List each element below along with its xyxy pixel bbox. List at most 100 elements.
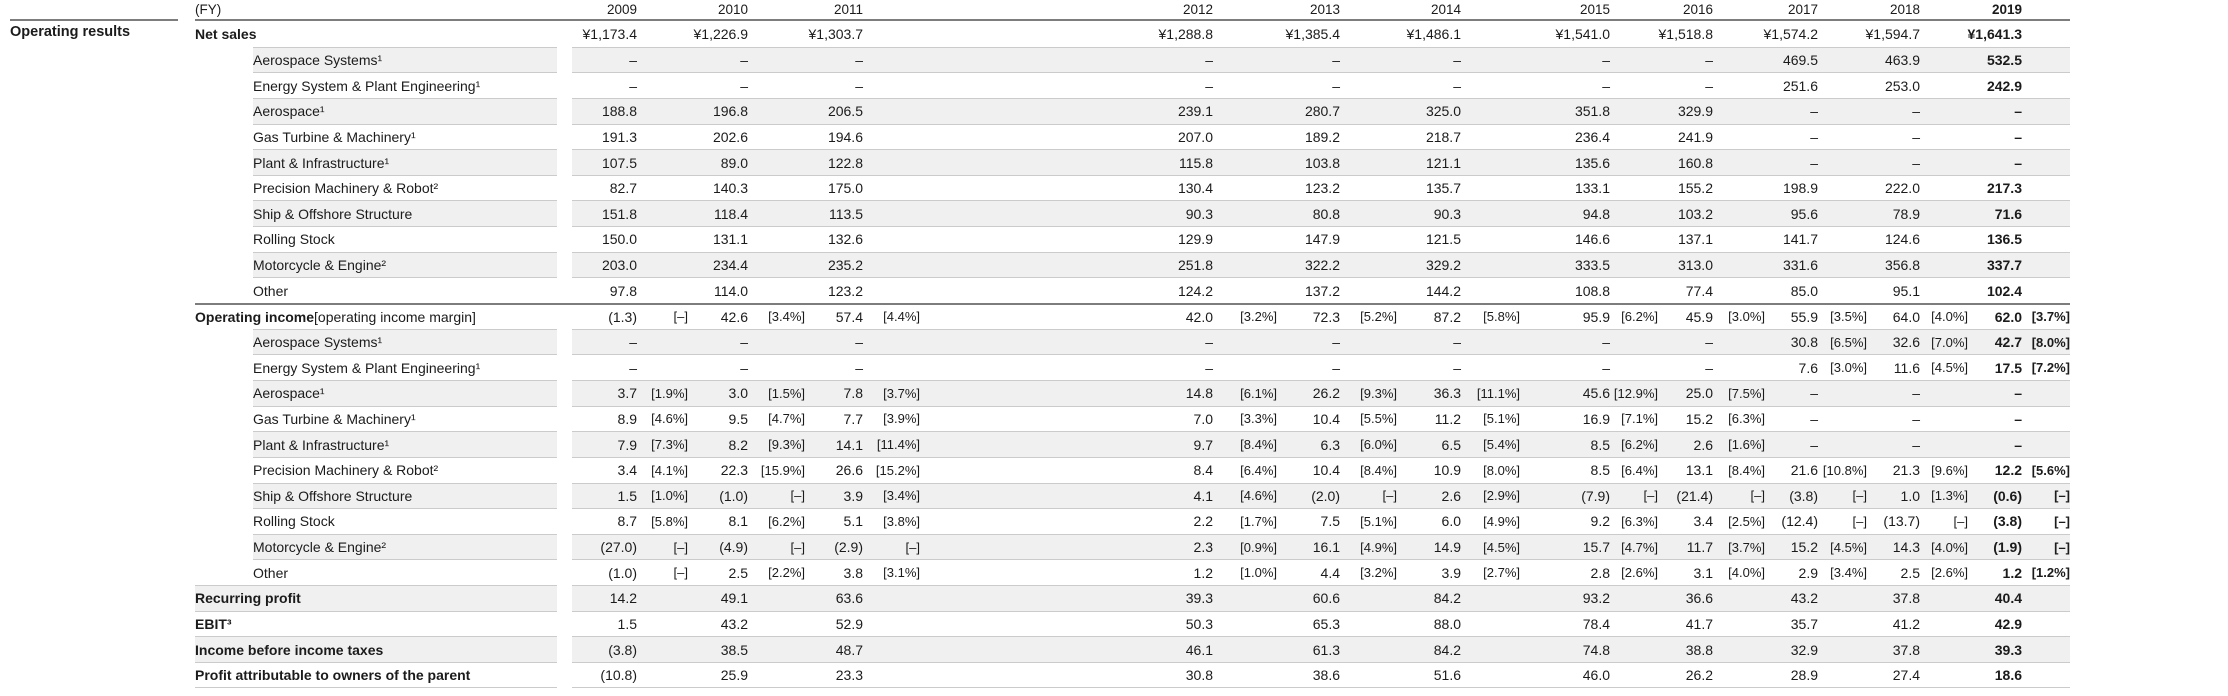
cell-bracket (1818, 97, 1867, 124)
cell-value: 11.6 (1867, 354, 1920, 380)
cell-value: – (1277, 72, 1340, 98)
row-label-text: EBIT³ (195, 616, 232, 633)
cell-value: ¥1,518.8 (1658, 25, 1714, 42)
cell-value: 9.7 (920, 431, 1213, 457)
cell-bracket (637, 97, 688, 124)
cell-value: – (688, 354, 748, 380)
cell-value: 124.6 (1867, 226, 1920, 252)
cell-value: ¥1,641.3 (1967, 25, 2023, 42)
cell-bracket (1818, 585, 1867, 611)
cell-bracket (1213, 328, 1277, 355)
cell-value: 251.8 (920, 251, 1213, 278)
cell-bracket (1713, 97, 1765, 124)
row-label: Income before income taxes (195, 636, 557, 663)
cell-value: – (572, 72, 637, 98)
cell-value: – (1277, 328, 1340, 355)
cell-bracket (1713, 21, 1765, 47)
cell-value: 135.7 (1397, 174, 1461, 201)
cell-bracket: [1.9%] (637, 379, 688, 406)
cell-value: 1.5 (572, 610, 637, 637)
cell-bracket (1610, 328, 1658, 355)
cell-value: ¥1,574.2 (1763, 25, 1819, 42)
cell-bracket: [9.3%] (1340, 379, 1397, 406)
cell-value: ¥1,486.1 (1406, 25, 1462, 42)
cell-bracket (1461, 662, 1520, 688)
cell-value: 93.2 (1520, 585, 1610, 611)
cell-bracket (1920, 379, 1968, 406)
cell-bracket: [6.2%] (748, 508, 805, 534)
cell-value: – (688, 46, 748, 73)
cell-value: ¥1,173.4 (582, 25, 638, 42)
cell-value: 191.3 (572, 123, 637, 150)
cell-bracket (2022, 72, 2070, 98)
cell-value: 72.3 (1312, 308, 1340, 325)
cell-value: 10.4 (1277, 405, 1340, 432)
cell-value: 26.6 (805, 456, 863, 483)
cell-bracket (1818, 200, 1867, 227)
cell-value: 43.2 (688, 610, 748, 637)
cell-bracket: [3.3%] (1213, 405, 1277, 432)
cell-bracket: [1.6%] (1713, 431, 1765, 457)
cell-value: ¥1,541.0 (1555, 25, 1611, 42)
cell-bracket (1818, 21, 1867, 47)
cell-value: 331.6 (1765, 251, 1818, 278)
cell-bracket: [6.3%] (1610, 508, 1658, 534)
table-row: Operating income [operating income margi… (195, 303, 2070, 329)
table-row: Motorcycle & Engine² (27.0) [–] (4.9) [–] (2.… (195, 533, 2070, 560)
cell-bracket: [7.1%] (1610, 405, 1658, 432)
cell-bracket (2022, 662, 2070, 688)
year-header: 2016 (1682, 2, 1713, 17)
cell-value: – (1968, 405, 2022, 432)
row-label-text: Aerospace¹ (253, 103, 325, 120)
cell-bracket (637, 636, 688, 663)
row-label-text: Aerospace Systems¹ (253, 51, 383, 68)
cell-value: – (1765, 379, 1818, 406)
cell-bracket (1713, 610, 1765, 637)
table-row: Plant & Infrastructure¹ 7.9 [7.3%] 8.2 [9.3%… (195, 431, 2070, 457)
cell-bracket (637, 46, 688, 73)
cell-bracket (1610, 123, 1658, 150)
cell-value: – (1397, 72, 1461, 98)
cell-value: – (1765, 405, 1818, 432)
row-label: Plant & Infrastructure¹ (253, 149, 557, 175)
cell-bracket (637, 277, 688, 303)
cell-bracket (748, 277, 805, 303)
cell-value: 10.4 (1277, 456, 1340, 483)
cell-value: 123.2 (1277, 174, 1340, 201)
cell-value: 103.2 (1658, 200, 1713, 227)
cell-bracket (1610, 585, 1658, 611)
cell-bracket (1610, 636, 1658, 663)
section-title: Operating results (10, 24, 131, 40)
cell-value: 7.9 (572, 431, 637, 457)
cell-bracket (863, 21, 920, 47)
cell-bracket: [3.1%] (863, 559, 920, 585)
cell-bracket (748, 354, 805, 380)
cell-value: (1.9) (1968, 533, 2022, 560)
cell-bracket (2022, 405, 2070, 432)
cell-value: 63.6 (805, 585, 863, 611)
cell-bracket (1610, 662, 1658, 688)
cell-bracket (1610, 46, 1658, 73)
cell-bracket (1461, 72, 1520, 98)
cell-value: (3.8) (1968, 508, 2022, 534)
cell-value: 37.8 (1867, 585, 1920, 611)
cell-value: 38.8 (1658, 636, 1713, 663)
cell-bracket: [3.2%] (1340, 559, 1397, 585)
cell-bracket (863, 354, 920, 380)
cell-value: 2.2 (920, 508, 1213, 534)
cell-value: 2.9 (1765, 559, 1818, 585)
row-label: Rolling Stock (253, 226, 557, 252)
cell-bracket (1713, 226, 1765, 252)
cell-value: 50.3 (920, 610, 1213, 637)
year-header: 2019 (1991, 2, 2022, 17)
cell-bracket (1713, 149, 1765, 175)
cell-value: 61.3 (1277, 636, 1340, 663)
row-label-text: Energy System & Plant Engineering¹ (253, 359, 481, 376)
cell-value: 3.4 (572, 456, 637, 483)
cell-bracket (1920, 610, 1968, 637)
cell-value: 38.5 (688, 636, 748, 663)
cell-value: 9.2 (1520, 508, 1610, 534)
cell-bracket: [6.4%] (1610, 456, 1658, 483)
cell-value: 8.5 (1520, 431, 1610, 457)
cell-bracket (863, 277, 920, 303)
